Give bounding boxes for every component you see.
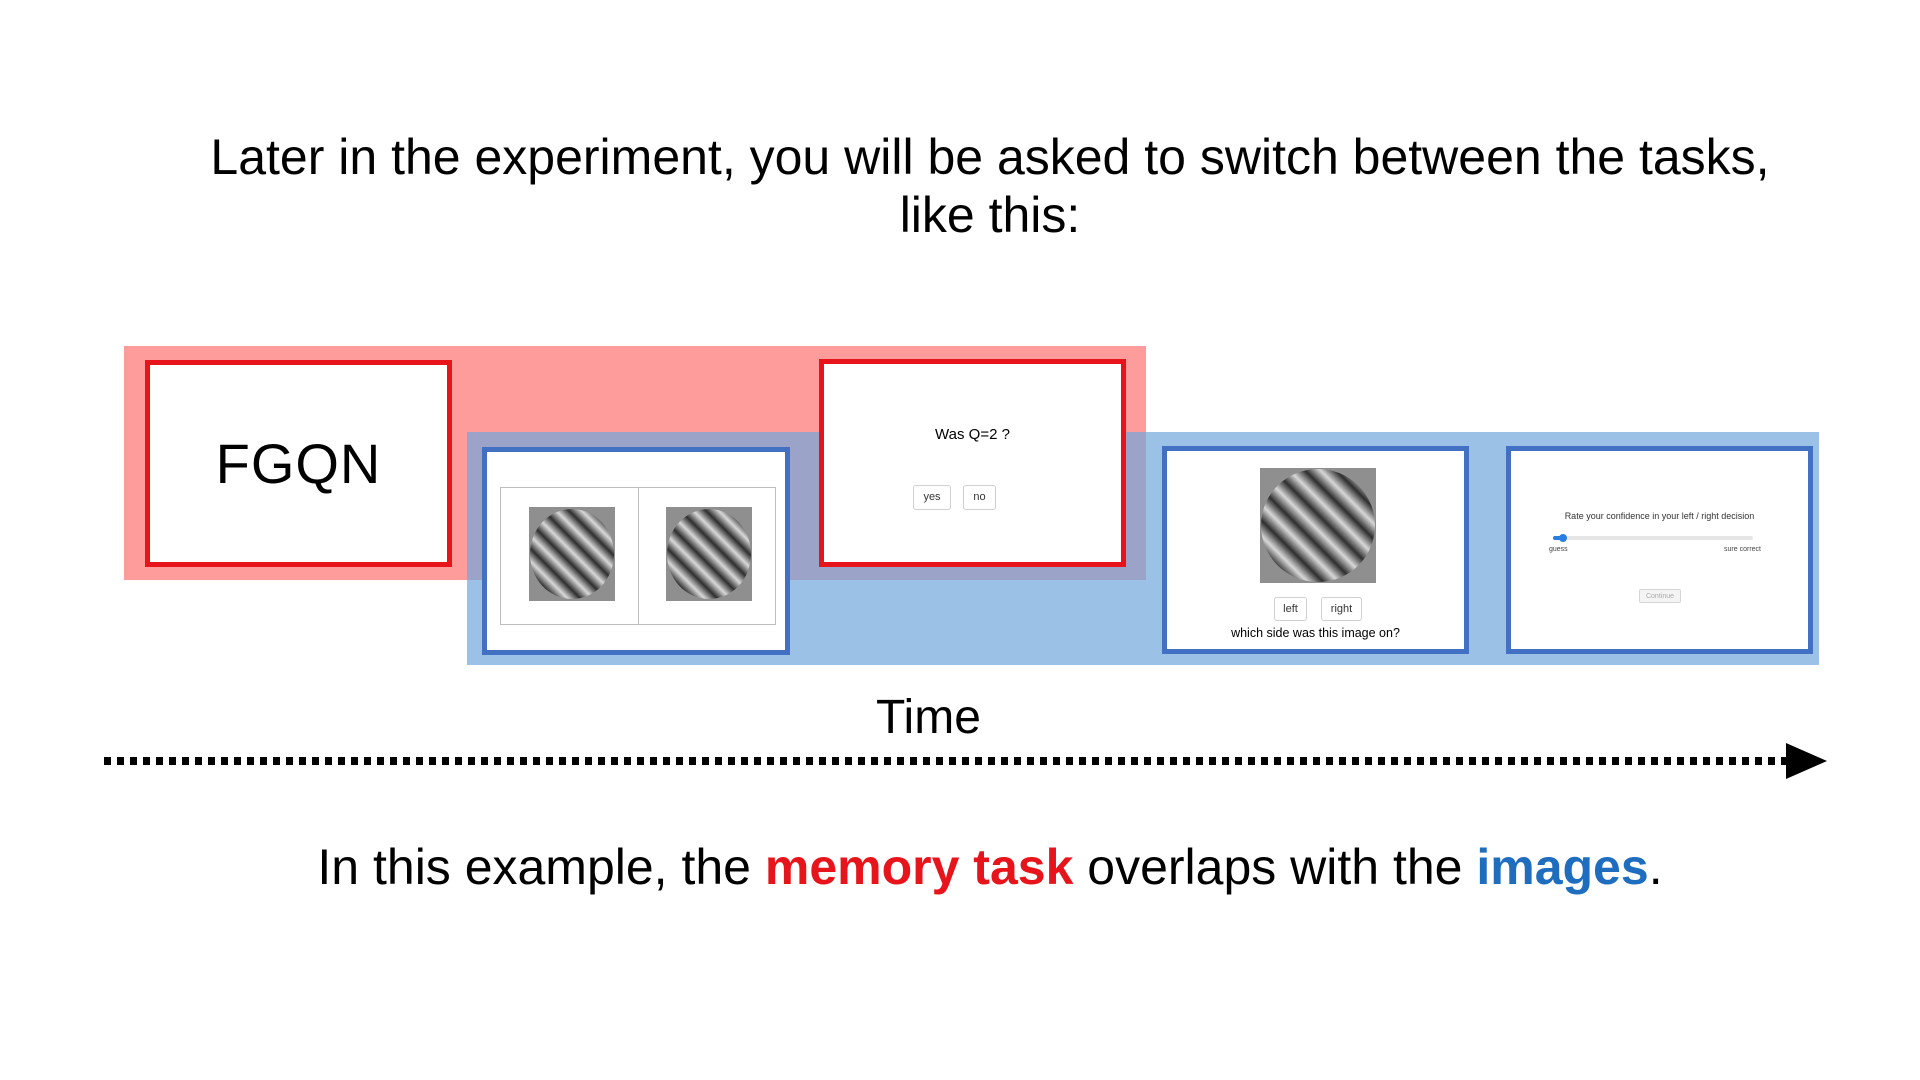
no-button[interactable]: no xyxy=(963,485,996,510)
left-grating-image xyxy=(530,509,614,599)
example-caption: In this example, the memory task overlap… xyxy=(120,838,1860,896)
grating-pair-screen xyxy=(482,447,790,655)
instruction-line-2: like this: xyxy=(899,187,1081,243)
memory-probe-screen: Was Q=2 ? yes no xyxy=(819,359,1126,567)
caption-memory-term: memory task xyxy=(764,839,1074,895)
time-label: Time xyxy=(876,691,981,744)
timeline-arrow xyxy=(104,743,1827,779)
image-side-question: which side was this image on? xyxy=(1231,626,1400,640)
grating-pair-box xyxy=(500,487,776,625)
caption-prefix: In this example, the xyxy=(317,839,765,895)
timeline-arrowhead xyxy=(1786,743,1827,779)
caption-middle: overlaps with the xyxy=(1073,839,1477,895)
continue-button[interactable]: Continue xyxy=(1639,589,1681,603)
caption-suffix: . xyxy=(1648,839,1663,895)
caption-image-term: images xyxy=(1476,839,1649,895)
confidence-prompt: Rate your confidence in your left / righ… xyxy=(1564,511,1755,521)
yes-button[interactable]: yes xyxy=(913,485,951,510)
confidence-slider[interactable] xyxy=(1553,534,1753,542)
right-button[interactable]: right xyxy=(1321,597,1362,621)
memory-probe-question: Was Q=2 ? xyxy=(935,426,1010,443)
instruction-line-1: Later in the experiment, you will be ask… xyxy=(210,129,1770,185)
confidence-high-label: sure correct xyxy=(1724,546,1761,553)
memory-letters-screen: FGQN xyxy=(145,360,452,567)
grating-divider xyxy=(638,488,639,624)
right-grating-image xyxy=(667,509,751,599)
confidence-slider-handle[interactable] xyxy=(1559,534,1567,542)
confidence-slider-fill xyxy=(1553,536,1563,540)
confidence-screen: Rate your confidence in your left / righ… xyxy=(1506,446,1813,654)
probe-grating-image xyxy=(1261,469,1375,582)
left-button[interactable]: left xyxy=(1274,597,1307,621)
confidence-low-label: guess xyxy=(1549,546,1568,553)
memory-letters: FGQN xyxy=(215,432,382,495)
instruction-heading: Later in the experiment, you will be ask… xyxy=(120,128,1860,244)
image-side-screen: left right which side was this image on? xyxy=(1162,446,1469,654)
